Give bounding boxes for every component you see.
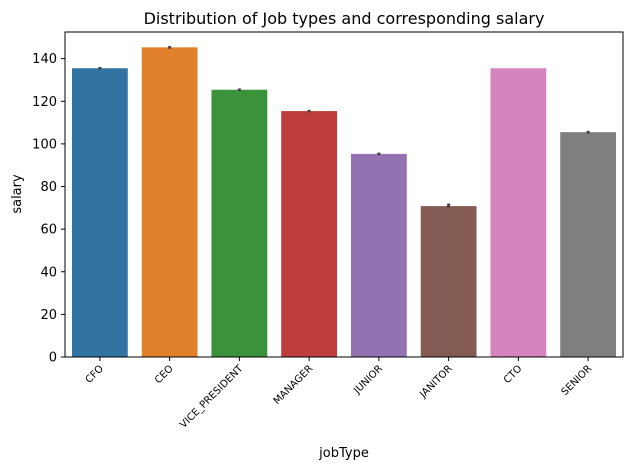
- x-axis: CFO CEO VICE_PRESIDENT MANAGER JUNIOR JANITOR…: [84, 357, 595, 431]
- y-tick-label: 40: [40, 265, 57, 280]
- x-tick-label: CTO: [502, 363, 525, 386]
- bar-ceo: [141, 47, 198, 357]
- x-tick-label: CEO: [153, 363, 176, 386]
- y-tick-label: 60: [40, 223, 57, 238]
- bar-senior: [560, 132, 617, 357]
- y-tick-label: 120: [32, 95, 57, 110]
- y-tick-label: 100: [32, 137, 57, 152]
- x-tick-label: CFO: [84, 363, 106, 385]
- bar-vice_president: [211, 89, 268, 358]
- bar-junior: [350, 153, 407, 357]
- bars-group: [71, 47, 617, 358]
- x-axis-label: jobType: [318, 446, 369, 461]
- bar-manager: [281, 111, 338, 357]
- bar-cfo: [71, 68, 128, 358]
- bar-cto: [490, 68, 547, 358]
- y-axis: 0 20 40 60 80 100 120 140: [32, 52, 65, 366]
- y-tick-label: 80: [40, 180, 57, 195]
- chart-title: Distribution of Job types and correspond…: [144, 9, 545, 28]
- y-tick-label: 0: [49, 351, 57, 366]
- plot-frame: [64, 31, 624, 358]
- y-axis-label: salary: [10, 174, 25, 214]
- error-bars-group: [98, 46, 590, 208]
- y-tick-label: 20: [40, 308, 57, 323]
- y-tick-label: 140: [32, 52, 57, 67]
- x-tick-label: SENIOR: [560, 363, 595, 398]
- x-tick-label: MANAGER: [272, 363, 316, 407]
- x-tick-label: JANITOR: [417, 363, 454, 400]
- x-tick-label: VICE_PRESIDENT: [178, 363, 246, 431]
- x-tick-label: JUNIOR: [351, 363, 385, 397]
- bar-janitor: [420, 206, 477, 357]
